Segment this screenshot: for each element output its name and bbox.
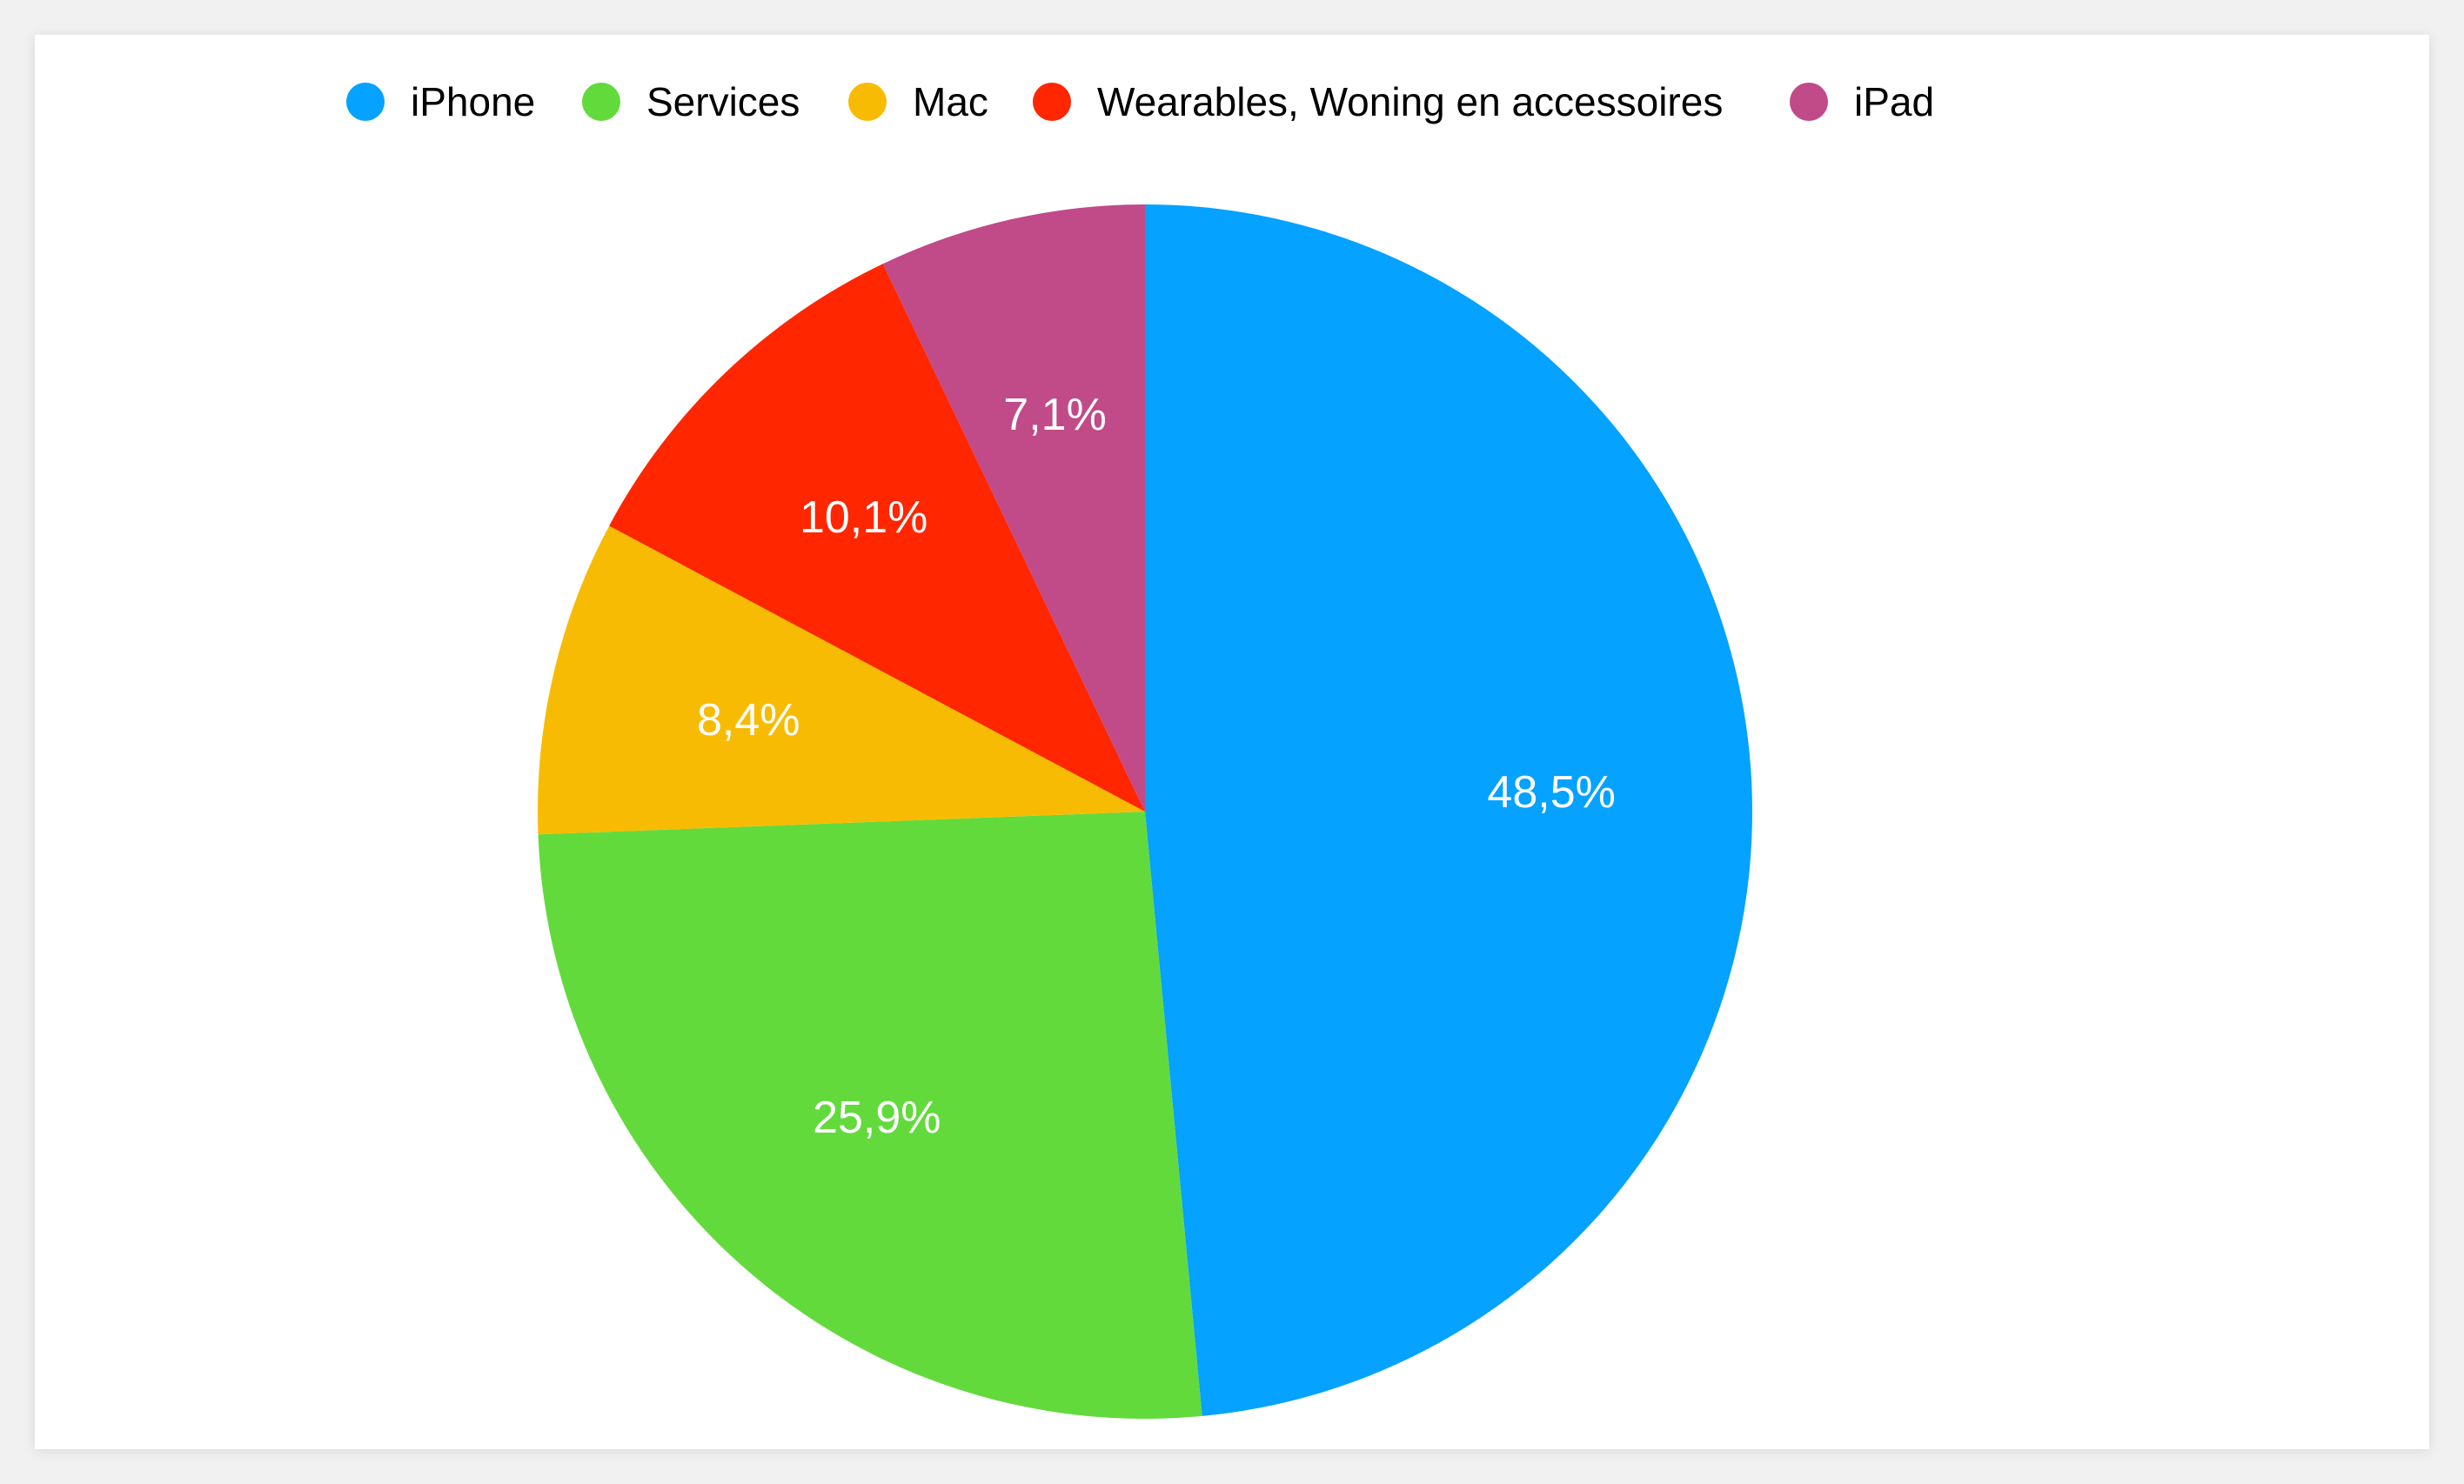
legend-label-wearables: Wearables, Woning en accessoires: [1097, 79, 1724, 124]
legend-item-wearables: Wearables, Woning en accessoires: [1033, 71, 1723, 132]
legend-label-mac: Mac: [913, 79, 988, 124]
slice-label-services: 25,9%: [813, 1093, 941, 1143]
legend-label-services: Services: [646, 79, 800, 124]
chart-legend: iPhone Services Mac Wearables, Woning en…: [35, 71, 2429, 132]
pie-slice-wearables-woning-en-accessoires: [609, 264, 1145, 812]
slice-label-iphone: 48,5%: [1487, 767, 1615, 818]
slice-label-wearables-woning-en-accessoires: 10,1%: [800, 492, 927, 543]
legend-item-iphone: iPhone: [346, 71, 535, 132]
legend-swatch-services: [582, 83, 620, 121]
legend-swatch-wearables: [1033, 83, 1071, 121]
pie-slices: [538, 204, 1753, 1419]
pie-slice-labels: 48,5% 25,9% 8,4% 10,1% 7,1%: [697, 390, 1616, 1143]
legend-swatch-ipad: [1790, 83, 1828, 121]
slice-label-ipad: 7,1%: [1003, 390, 1107, 440]
legend-label-ipad: iPad: [1854, 79, 1935, 124]
chart-card: iPhone Services Mac Wearables, Woning en…: [35, 35, 2429, 1449]
legend-swatch-iphone: [346, 83, 385, 121]
legend-item-services: Services: [582, 71, 800, 132]
slice-label-mac: 8,4%: [697, 695, 800, 745]
pie-chart: 48,5% 25,9% 8,4% 10,1% 7,1%: [538, 204, 1753, 1419]
pie-slice-ipad: [882, 204, 1145, 812]
legend-item-mac: Mac: [848, 71, 988, 132]
legend-swatch-mac: [848, 83, 887, 121]
pie-slice-mac: [538, 525, 1145, 835]
legend-item-ipad: iPad: [1790, 71, 1934, 132]
pie-slice-services: [538, 812, 1202, 1419]
pie-slice-iphone: [1145, 204, 1753, 1416]
legend-label-iphone: iPhone: [411, 79, 536, 124]
